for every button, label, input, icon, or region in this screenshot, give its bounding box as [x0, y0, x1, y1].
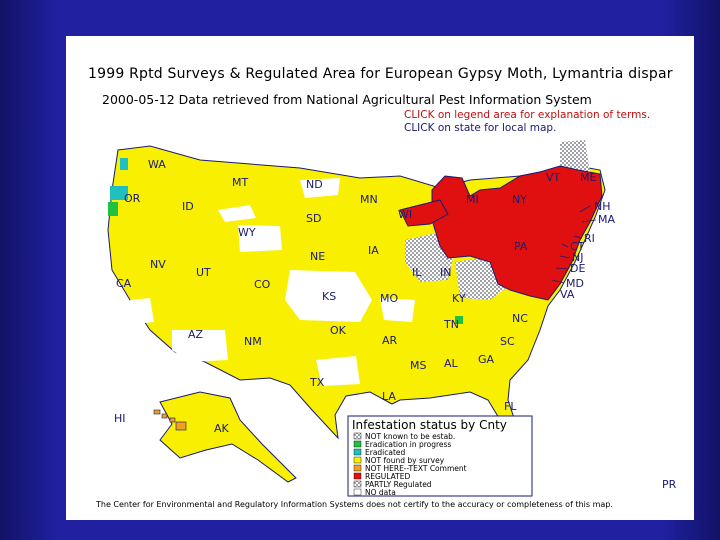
- unsurveyed-areas: [130, 178, 415, 386]
- state-label-wi[interactable]: WI: [398, 208, 412, 221]
- state-label-ny[interactable]: NY: [512, 193, 527, 206]
- state-label-wa[interactable]: WA: [148, 158, 166, 171]
- state-label-me[interactable]: ME: [580, 171, 596, 184]
- state-label-sd[interactable]: SD: [306, 212, 321, 225]
- state-label-il[interactable]: IL: [412, 266, 422, 279]
- state-label-ia[interactable]: IA: [368, 244, 379, 257]
- legend-swatch-no-data: [353, 488, 362, 496]
- legend-swatch-eradicated: [353, 448, 362, 456]
- state-label-mo[interactable]: MO: [380, 292, 398, 305]
- state-label-nd[interactable]: ND: [306, 178, 323, 191]
- state-label-nh[interactable]: NH: [594, 200, 611, 213]
- state-label-nm[interactable]: NM: [244, 335, 262, 348]
- state-label-ma[interactable]: MA: [598, 213, 615, 226]
- legend-label-regulated: REGULATED: [365, 472, 410, 481]
- state-label-nj[interactable]: NJ: [572, 251, 583, 264]
- state-label-in[interactable]: IN: [440, 266, 451, 279]
- state-label-ut[interactable]: UT: [196, 266, 211, 279]
- state-label-ok[interactable]: OK: [330, 324, 347, 337]
- state-label-ar[interactable]: AR: [382, 334, 398, 347]
- state-labels: WA OR CA ID NV MT WY UT AZ CO NM ND SD N…: [114, 158, 677, 491]
- regulated-northeast[interactable]: [431, 165, 603, 301]
- regulated-michigan-up[interactable]: [399, 199, 449, 227]
- state-label-va[interactable]: VA: [560, 288, 575, 301]
- state-label-pa[interactable]: PA: [514, 240, 528, 253]
- eradication-areas: [108, 158, 463, 324]
- legend-swatch-comment: [353, 464, 362, 472]
- state-label-mn[interactable]: MN: [360, 193, 378, 206]
- state-label-co[interactable]: CO: [254, 278, 271, 291]
- state-label-de[interactable]: DE: [570, 262, 585, 275]
- legend-entries: NOT known to be estab. Eradication in pr…: [353, 432, 467, 497]
- state-label-id[interactable]: ID: [182, 200, 194, 213]
- state-label-az[interactable]: AZ: [188, 328, 204, 341]
- state-label-ct[interactable]: CT: [570, 240, 585, 253]
- state-label-ks[interactable]: KS: [322, 290, 336, 303]
- state-label-vt[interactable]: VT: [546, 171, 561, 184]
- state-label-ca[interactable]: CA: [116, 277, 132, 290]
- legend-swatch-not-established: [353, 432, 362, 440]
- alaska[interactable]: [159, 391, 297, 483]
- hawaii[interactable]: [153, 409, 187, 431]
- state-label-or[interactable]: OR: [124, 192, 141, 205]
- state-label-la[interactable]: LA: [382, 390, 396, 403]
- credit-note: The Center for Environmental and Regulat…: [96, 500, 613, 509]
- state-label-ms[interactable]: MS: [410, 359, 426, 372]
- legend-label-not-established: NOT known to be estab.: [365, 432, 455, 441]
- state-label-pr[interactable]: PR: [662, 478, 677, 491]
- state-label-tx[interactable]: TX: [309, 376, 325, 389]
- state-label-ak[interactable]: AK: [214, 422, 230, 435]
- legend-label-comment: NOT HERE--TEXT Comment: [365, 464, 467, 473]
- legend-label-no-data: NO data: [365, 488, 396, 497]
- state-label-al[interactable]: AL: [444, 357, 459, 370]
- legend[interactable]: Infestation status by Cnty NOT known to …: [347, 415, 533, 497]
- legend-label-not-found: NOT found by survey: [365, 456, 445, 465]
- map-title: 1999 Rptd Surveys & Regulated Area for E…: [88, 66, 673, 82]
- ne-leader-lines: [551, 205, 597, 284]
- state-label-fl[interactable]: FL: [504, 400, 517, 413]
- legend-swatch-not-found: [353, 456, 362, 464]
- state-label-md[interactable]: MD: [566, 277, 584, 290]
- legend-swatch-eradication: [353, 440, 362, 448]
- legend-label-eradication: Eradication in progress: [365, 440, 451, 449]
- legend-swatch-regulated: [353, 472, 362, 480]
- legend-click-hint[interactable]: CLICK on legend area for explanation of …: [404, 109, 651, 121]
- legend-label-eradicated: Eradicated: [365, 448, 406, 457]
- state-label-ky[interactable]: KY: [452, 292, 466, 305]
- state-label-sc[interactable]: SC: [500, 335, 515, 348]
- state-label-ne[interactable]: NE: [310, 250, 325, 263]
- state-click-hint[interactable]: CLICK on state for local map.: [404, 122, 557, 134]
- state-label-mi[interactable]: MI: [466, 193, 479, 206]
- state-label-mt[interactable]: MT: [232, 176, 248, 189]
- state-label-nc[interactable]: NC: [512, 312, 528, 325]
- state-label-wy[interactable]: WY: [238, 226, 256, 239]
- state-label-ri[interactable]: RI: [584, 232, 595, 245]
- state-label-nv[interactable]: NV: [150, 258, 166, 271]
- legend-swatch-partly: [353, 480, 362, 488]
- state-label-tn[interactable]: TN: [443, 318, 459, 331]
- state-label-ga[interactable]: GA: [478, 353, 495, 366]
- legend-box[interactable]: [347, 415, 533, 497]
- legend-label-partly: PARTLY Regulated: [365, 480, 432, 489]
- state-label-hi[interactable]: HI: [114, 412, 126, 425]
- map-subtitle: 2000-05-12 Data retrieved from National …: [102, 92, 592, 107]
- legend-title: Infestation status by Cnty: [352, 418, 507, 432]
